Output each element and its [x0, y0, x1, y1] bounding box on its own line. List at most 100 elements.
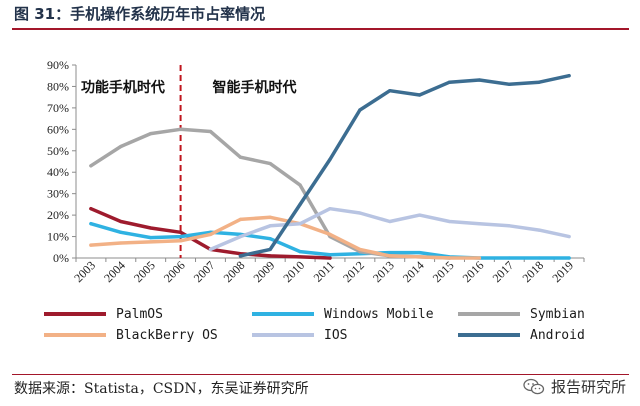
data-point-blackberry-os: [149, 240, 153, 244]
legend-swatch: [44, 333, 106, 337]
data-point-symbian: [298, 183, 302, 187]
legend-label: BlackBerry OS: [116, 327, 218, 343]
data-point-blackberry-os: [418, 255, 422, 259]
x-tick-label: 2011: [311, 258, 338, 285]
data-point-windows-mobile: [567, 256, 571, 260]
chart-series: [89, 73, 571, 260]
data-point-android: [268, 247, 272, 252]
data-point-windows-mobile: [298, 249, 302, 254]
era-label: 功能手机时代: [81, 79, 165, 96]
data-point-windows-mobile: [507, 256, 511, 260]
legend-item-palmos: PalmOS: [44, 306, 163, 322]
legend-swatch: [458, 333, 520, 337]
legend-label: Android: [530, 327, 585, 343]
data-point-blackberry-os: [208, 232, 213, 237]
data-point-symbian: [268, 162, 272, 166]
legend-swatch: [44, 312, 106, 316]
x-tick-label: 2019: [549, 258, 576, 285]
data-point-blackberry-os: [89, 243, 93, 247]
y-tick-label: 80%: [47, 79, 69, 93]
data-point-ios: [358, 211, 362, 215]
source-note: 数据来源：Statista，CSDN，东吴证券研究所: [14, 381, 309, 397]
x-tick-label: 2003: [71, 258, 98, 285]
data-point-android: [447, 80, 452, 84]
x-tick-label: 2004: [101, 258, 128, 285]
data-point-ios: [418, 213, 422, 217]
data-point-android: [358, 108, 362, 112]
y-tick-label: 20%: [47, 208, 69, 222]
data-point-symbian: [149, 132, 153, 136]
legend-item-symbian: Symbian: [458, 306, 585, 322]
data-point-android: [507, 82, 511, 86]
data-point-android: [388, 89, 392, 93]
chart-area: 0%10%20%30%40%50%60%70%80%90%2003 2004 200…: [47, 58, 585, 285]
x-tick-label: 2009: [250, 258, 277, 285]
data-point-blackberry-os: [328, 232, 332, 237]
y-tick-label: 10%: [47, 230, 69, 244]
legend-label: PalmOS: [116, 306, 163, 322]
data-point-blackberry-os: [477, 256, 482, 260]
legend-swatch: [252, 312, 314, 316]
series-line-android: [238, 73, 571, 258]
data-point-palmos: [178, 230, 183, 234]
data-point-ios: [208, 247, 213, 252]
y-tick-label: 0%: [53, 251, 69, 265]
data-point-palmos: [119, 219, 123, 224]
x-tick-label: 2018: [519, 258, 546, 285]
y-tick-label: 40%: [47, 165, 69, 179]
era-label: 智能手机时代: [211, 79, 296, 96]
legend-label: IOS: [324, 327, 348, 343]
x-tick-label: 2015: [430, 258, 457, 285]
data-point-blackberry-os: [388, 254, 392, 258]
x-tick-label: 2014: [400, 258, 427, 285]
data-point-android: [537, 80, 541, 84]
data-point-palmos: [268, 254, 272, 258]
legend-swatch: [252, 333, 314, 337]
data-point-android: [298, 202, 302, 206]
legend-label: Symbian: [530, 306, 585, 322]
data-point-android: [328, 157, 332, 161]
x-tick-label: 2006: [161, 258, 188, 285]
data-point-ios: [447, 219, 452, 224]
chart-labels: 功能手机时代 智能手机时代: [81, 79, 297, 96]
legend-label: Windows Mobile: [324, 306, 434, 322]
watermark: 报告研究所: [523, 376, 626, 397]
x-tick-label: 2007: [191, 258, 218, 285]
legend-swatch: [458, 312, 520, 316]
y-tick-label: 30%: [47, 187, 69, 201]
data-point-symbian: [89, 164, 93, 168]
watermark-text: 报告研究所: [550, 378, 626, 396]
data-point-ios: [238, 234, 242, 239]
data-point-ios: [567, 234, 571, 239]
legend-item-windows-mobile: Windows Mobile: [252, 306, 434, 322]
y-tick-label: 60%: [47, 122, 69, 136]
legend-item-android: Android: [458, 327, 585, 343]
x-tick-label: 2010: [280, 258, 307, 285]
data-point-ios: [507, 224, 511, 228]
data-point-palmos: [328, 256, 332, 260]
data-point-symbian: [208, 129, 213, 134]
x-tick-label: 2008: [221, 258, 248, 285]
legend-item-blackberry-os: BlackBerry OS: [44, 327, 218, 343]
data-point-windows-mobile: [149, 236, 153, 240]
data-point-android: [477, 78, 482, 82]
data-point-palmos: [149, 226, 153, 230]
x-tick-label: 2013: [370, 258, 397, 285]
data-point-android: [567, 74, 571, 78]
data-point-windows-mobile: [537, 256, 541, 260]
title-rule: [12, 28, 629, 30]
data-point-windows-mobile: [388, 251, 392, 255]
y-tick-label: 90%: [47, 58, 69, 72]
data-point-blackberry-os: [268, 215, 272, 219]
data-point-windows-mobile: [119, 230, 123, 234]
legend-item-ios: IOS: [252, 327, 347, 343]
data-point-windows-mobile: [89, 222, 93, 226]
data-point-blackberry-os: [178, 239, 183, 243]
y-tick-label: 70%: [47, 101, 69, 115]
x-tick-label: 2016: [460, 258, 487, 285]
data-point-ios: [388, 219, 392, 224]
source-rule: [12, 374, 629, 375]
data-point-windows-mobile: [178, 234, 183, 239]
series-line-ios: [208, 206, 571, 252]
data-point-blackberry-os: [358, 247, 362, 252]
